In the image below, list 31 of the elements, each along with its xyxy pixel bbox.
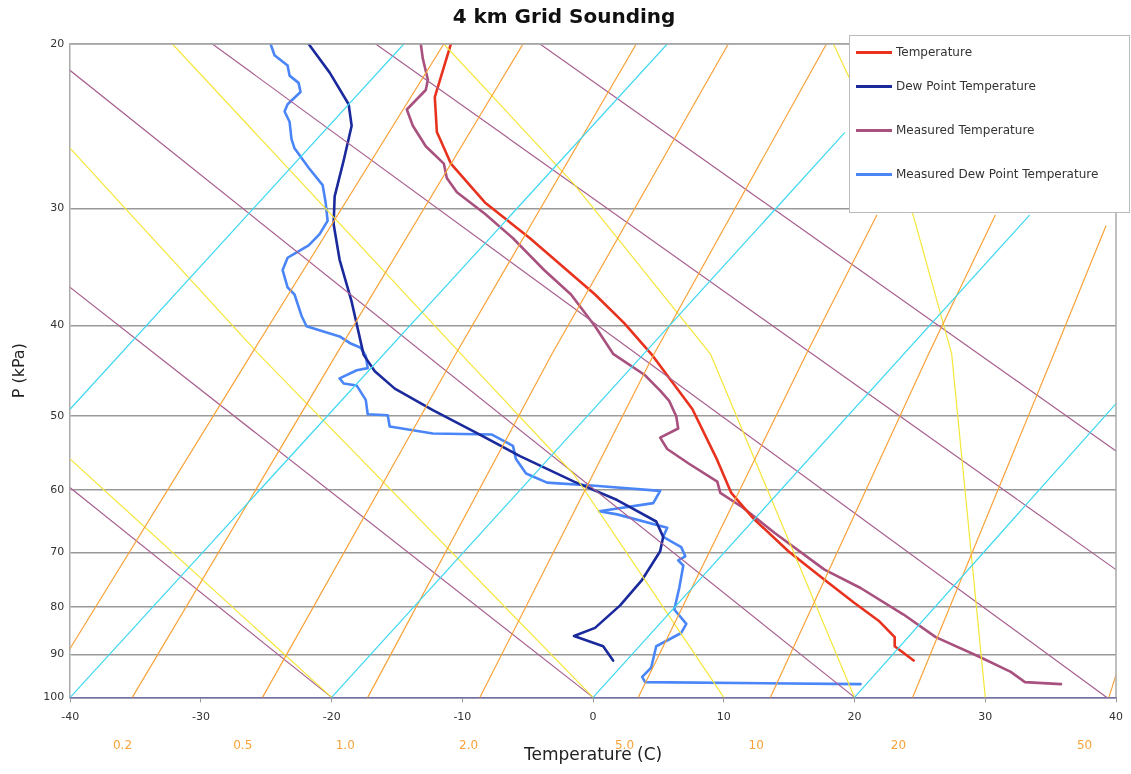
chart-title: 4 km Grid Sounding bbox=[452, 4, 676, 29]
y-tick-label: 80 bbox=[50, 599, 65, 613]
legend-label: Measured Dew Point Temperature bbox=[896, 167, 1099, 181]
y-tick-label: 60 bbox=[50, 482, 65, 496]
y-tick-label: 70 bbox=[50, 545, 65, 559]
x-tick-label: 20 bbox=[847, 709, 862, 723]
x-tick-label: 0 bbox=[589, 709, 597, 723]
x-tick-label: -20 bbox=[322, 709, 341, 723]
y-tick-label: 100 bbox=[43, 690, 65, 704]
x-tick-label: 30 bbox=[978, 709, 993, 723]
x-tick-label: -40 bbox=[61, 709, 80, 723]
y-tick-label: 50 bbox=[50, 408, 65, 422]
legend-label: Dew Point Temperature bbox=[896, 79, 1036, 93]
text: 50 bbox=[1076, 737, 1093, 752]
text: 10 bbox=[748, 737, 764, 752]
y-tick-label: 90 bbox=[50, 647, 65, 661]
y-tick-label: 20 bbox=[50, 36, 65, 50]
x-tick-label: -30 bbox=[191, 709, 210, 723]
text: 0.2 bbox=[112, 737, 133, 752]
text: 1.0 bbox=[335, 737, 355, 752]
legend-label: Measured Temperature bbox=[896, 123, 1035, 137]
x-tick-label: 10 bbox=[716, 709, 731, 723]
legend-label: Temperature bbox=[896, 45, 973, 59]
x-tick-label: 40 bbox=[1109, 709, 1123, 723]
x-tick-label: -10 bbox=[453, 709, 472, 723]
y-axis-title: P (kPa) bbox=[8, 343, 28, 399]
y-tick-label: 30 bbox=[50, 201, 65, 215]
text: 2.0 bbox=[459, 737, 479, 752]
y-tick-label: 40 bbox=[50, 318, 65, 332]
text: 20 bbox=[890, 737, 907, 752]
text: 0.5 bbox=[233, 737, 253, 752]
